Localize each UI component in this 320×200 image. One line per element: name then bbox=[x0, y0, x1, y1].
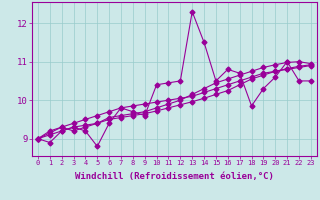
X-axis label: Windchill (Refroidissement éolien,°C): Windchill (Refroidissement éolien,°C) bbox=[75, 172, 274, 181]
